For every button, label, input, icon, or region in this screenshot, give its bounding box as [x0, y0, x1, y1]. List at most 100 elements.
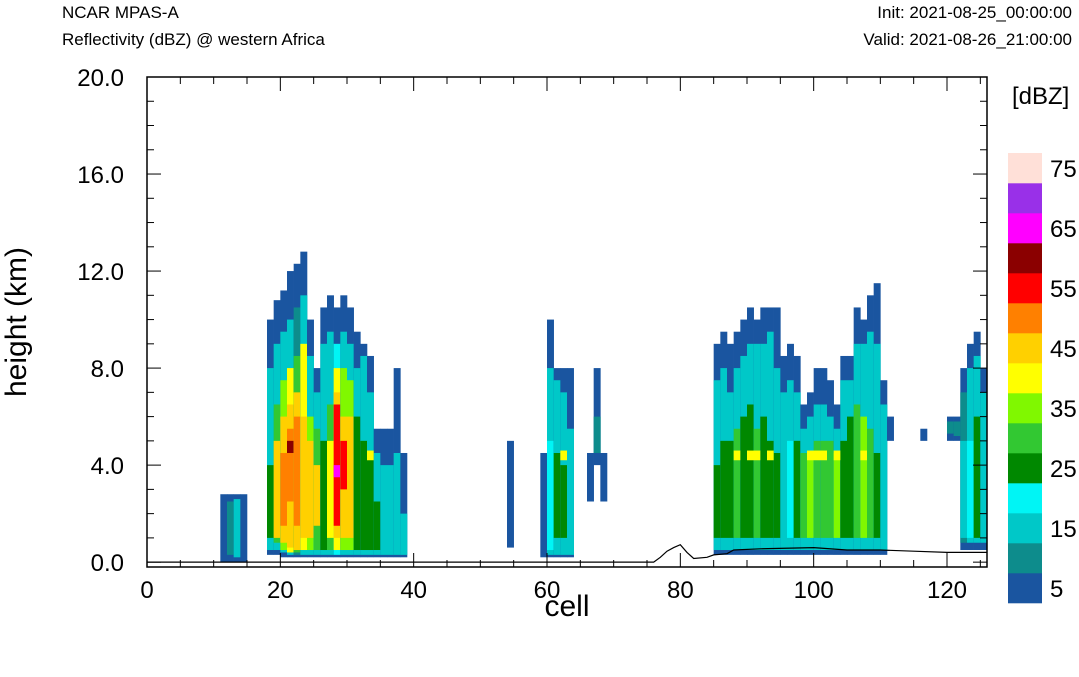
- terrain-profile: [147, 543, 987, 563]
- reflectivity-cell: [733, 428, 741, 538]
- y-tick-label: 8.0: [91, 356, 124, 383]
- y-tick-label: 0.0: [91, 550, 124, 577]
- colorbar-box: [1008, 513, 1042, 544]
- x-axis-label: cell: [544, 590, 589, 623]
- colorbar-box: [1008, 183, 1042, 214]
- colorbar-box: [1008, 273, 1042, 304]
- reflectivity-cell: [800, 452, 808, 538]
- reflectivity-cell: [400, 452, 408, 558]
- reflectivity-cell: [333, 465, 341, 478]
- colorbar: 5 15 25 35 45 55 65 75: [1008, 153, 1077, 604]
- reflectivity-cell: [727, 440, 734, 538]
- colorbar-label: 15: [1050, 516, 1077, 543]
- reflectivity-cell: [920, 428, 928, 441]
- reflectivity-cell: [287, 440, 294, 453]
- reflectivity-cell: [767, 440, 774, 538]
- reflectivity-cell: [300, 416, 308, 538]
- reflectivity-cells: [220, 251, 988, 563]
- colorbar-label: 45: [1050, 336, 1077, 363]
- reflectivity-cell: [867, 428, 874, 538]
- bright-band-cell: [767, 450, 774, 461]
- reflectivity-cell: [240, 494, 248, 563]
- reflectivity-cell: [747, 404, 754, 538]
- x-tick-label: 120: [927, 577, 967, 604]
- y-tick-label: 12.0: [77, 259, 124, 286]
- bright-band-cell: [733, 450, 741, 461]
- colorbar-box: [1008, 423, 1042, 454]
- reflectivity-cell: [793, 440, 801, 538]
- reflectivity-cell: [840, 440, 848, 538]
- colorbar-label: 75: [1050, 156, 1077, 183]
- plot-frame: [146, 76, 988, 568]
- colorbar-box: [1008, 393, 1042, 424]
- colorbar-box: [1008, 153, 1042, 184]
- colorbar-label: 65: [1050, 216, 1077, 243]
- bright-band-cell: [860, 450, 867, 461]
- colorbar-box: [1008, 483, 1042, 514]
- reflectivity-cell: [600, 452, 608, 502]
- reflectivity-cell: [507, 440, 514, 548]
- reflectivity-cell: [773, 452, 781, 538]
- x-tick-label: 20: [267, 577, 294, 604]
- reflectivity-cell: [813, 440, 821, 538]
- valid-time: Valid: 2021-08-26_21:00:00: [863, 30, 1072, 49]
- colorbar-box: [1008, 333, 1042, 364]
- bright-band-cell: [747, 450, 761, 461]
- colorbar-box: [1008, 363, 1042, 394]
- reflectivity-cell: [873, 343, 881, 551]
- reflectivity-cell: [760, 416, 768, 538]
- reflectivity-cell: [393, 452, 401, 555]
- reflectivity-cell: [373, 501, 381, 551]
- colorbar-box: [1008, 453, 1042, 484]
- reflectivity-cell: [320, 440, 328, 551]
- colorbar-label: 35: [1050, 396, 1077, 423]
- reflectivity-cell: [713, 465, 721, 538]
- reflectivity-cell: [307, 440, 314, 538]
- reflectivity-cell: [353, 416, 361, 551]
- y-axis-label: height (km): [0, 247, 33, 397]
- y-tick-label: 4.0: [91, 453, 124, 480]
- reflectivity-cell: [547, 440, 554, 551]
- reflectivity-cell: [293, 416, 301, 526]
- reflectivity-cell: [860, 416, 868, 538]
- reflectivity-cell: [973, 416, 981, 538]
- reflectivity-cell: [327, 440, 334, 538]
- reflectivity-cell: [280, 452, 288, 526]
- reflectivity-cell: [847, 416, 854, 538]
- reflectivity-cell: [753, 428, 761, 538]
- bright-band-cell: [560, 450, 567, 461]
- bright-band-cell: [367, 450, 374, 461]
- reflectivity-cell: [227, 501, 234, 555]
- reflectivity-cell: [233, 499, 241, 558]
- reflectivity-cell: [313, 465, 321, 526]
- x-tick-label: 40: [400, 577, 427, 604]
- reflectivity-cell: [967, 440, 974, 538]
- reflectivity-cell: [873, 452, 881, 538]
- x-tick-label: 80: [667, 577, 694, 604]
- colorbar-box: [1008, 243, 1042, 274]
- colorbar-label: 55: [1050, 276, 1077, 303]
- bright-band-cell: [807, 450, 827, 461]
- reflectivity-cell: [833, 452, 841, 538]
- colorbar-box: [1008, 213, 1042, 244]
- y-tick-label: 20.0: [77, 65, 124, 92]
- colorbar-label: 25: [1050, 456, 1077, 483]
- x-tick-label: 100: [794, 577, 834, 604]
- reflectivity-cell: [980, 392, 988, 543]
- x-axis: 0 20 40 60 80 100 120: [140, 77, 981, 604]
- reflectivity-cell: [720, 440, 728, 538]
- reflectivity-cell: [540, 452, 548, 558]
- reflectivity-cell: [587, 452, 594, 502]
- reflectivity-cell: [787, 440, 794, 538]
- reflectivity-cell: [347, 416, 354, 538]
- reflectivity-cell: [807, 452, 814, 538]
- y-tick-label: 16.0: [77, 162, 124, 189]
- reflectivity-cell: [820, 440, 828, 538]
- model-name: NCAR MPAS-A: [62, 3, 179, 22]
- reflectivity-cell: [273, 440, 281, 538]
- reflectivity-cell: [367, 452, 374, 551]
- bright-band-cell: [833, 450, 841, 461]
- init-time: Init: 2021-08-25_00:00:00: [877, 3, 1072, 22]
- reflectivity-cell: [947, 421, 954, 434]
